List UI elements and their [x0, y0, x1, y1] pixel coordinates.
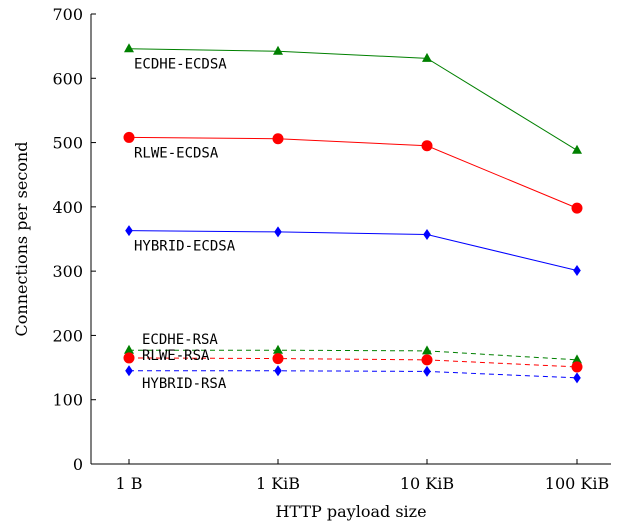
data-point-ecdhe-rsa — [572, 354, 582, 364]
data-point-hybrid-rsa — [573, 372, 581, 384]
series-line-ecdhe-rsa — [129, 349, 578, 361]
data-point-ecdhe-ecdsa — [572, 144, 582, 154]
y-tick-label: 100 — [52, 391, 83, 410]
series-markers — [123, 43, 583, 384]
data-point-rlwe-rsa — [571, 361, 583, 373]
data-point-rlwe-ecdsa — [571, 202, 583, 214]
series-line-rlwe-ecdsa — [128, 136, 578, 209]
x-tick-label: 1 B — [115, 474, 142, 493]
y-tick-label: 500 — [52, 134, 83, 153]
data-point-rlwe-ecdsa — [421, 140, 433, 152]
data-point-ecdhe-rsa — [124, 344, 134, 354]
data-point-hybrid-ecdsa — [423, 229, 431, 240]
series-line-hybrid-ecdsa — [128, 230, 578, 271]
y-tick-label: 700 — [52, 5, 83, 24]
x-tick-label: 100 KiB — [545, 474, 609, 493]
series-labels: ECDHE-ECDSA RLWE-ECDSA HYBRID-ECDSA ECDHE-R… — [134, 57, 236, 392]
data-point-ecdhe-ecdsa — [422, 52, 432, 62]
data-point-hybrid-ecdsa — [573, 265, 581, 276]
data-point-hybrid-rsa — [423, 365, 431, 377]
x-axis-title: HTTP payload size — [275, 502, 426, 521]
y-tick-label: 200 — [52, 326, 83, 345]
data-point-rlwe-ecdsa — [272, 133, 284, 145]
x-tick-label: 1 KiB — [256, 474, 300, 493]
series-line-ecdhe-ecdsa — [128, 48, 578, 151]
series-line-hybrid-rsa — [129, 370, 578, 379]
series-label-rlwe-rsa: RLWE-RSA — [142, 348, 210, 364]
series-label-hybrid-rsa: HYBRID-RSA — [142, 376, 227, 392]
data-point-ecdhe-rsa — [422, 345, 432, 355]
data-point-hybrid-rsa — [274, 365, 282, 377]
data-point-rlwe-rsa — [123, 352, 135, 364]
x-tick-label: 10 KiB — [400, 474, 454, 493]
data-point-ecdhe-ecdsa — [124, 43, 134, 53]
data-point-rlwe-rsa — [272, 353, 284, 365]
series-label-ecdhe-rsa: ECDHE-RSA — [142, 332, 218, 348]
data-point-hybrid-rsa — [125, 365, 133, 377]
data-point-rlwe-rsa — [421, 354, 433, 366]
x-axis-ticks: 1 B 1 KiB 10 KiB 100 KiB — [115, 459, 609, 493]
y-axis-title: Connections per second — [12, 142, 31, 337]
series-line-rlwe-rsa — [128, 357, 578, 368]
y-tick-label: 0 — [73, 455, 83, 474]
y-tick-label: 400 — [52, 198, 83, 217]
data-point-rlwe-ecdsa — [123, 131, 135, 143]
data-point-ecdhe-rsa — [273, 344, 283, 354]
series-label-rlwe-ecdsa: RLWE-ECDSA — [134, 145, 219, 161]
y-tick-label: 600 — [52, 69, 83, 88]
series-label-hybrid-ecdsa: HYBRID-ECDSA — [134, 239, 236, 255]
y-tick-label: 300 — [52, 262, 83, 281]
series-lines — [128, 48, 578, 379]
data-point-hybrid-ecdsa — [125, 225, 133, 237]
plot-frame — [90, 14, 611, 465]
series-label-ecdhe-ecdsa: ECDHE-ECDSA — [134, 57, 227, 73]
data-point-ecdhe-ecdsa — [273, 45, 283, 55]
y-axis-ticks: 0 100 200 300 400 500 600 700 — [52, 5, 96, 474]
data-point-hybrid-ecdsa — [274, 226, 282, 238]
